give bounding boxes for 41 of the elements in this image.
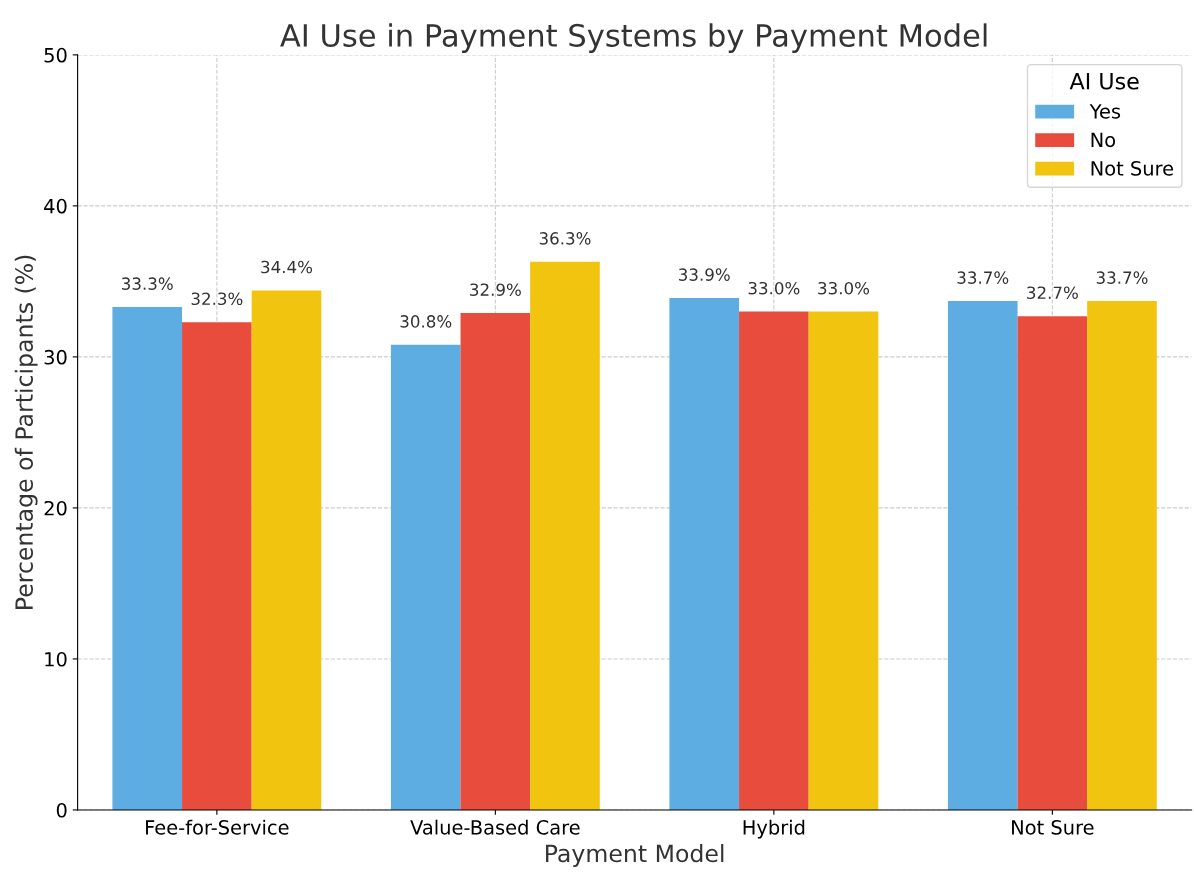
bar [390,344,461,810]
bar [1087,301,1157,810]
data-label: 33.7% [1096,271,1148,284]
bar [530,261,600,810]
x-tick-label: Value-Based Care [410,819,580,835]
x-tick-label: Not Sure [1012,820,1094,835]
bar [1017,316,1088,810]
y-tick-label: 20 [44,500,67,516]
bar [112,307,183,810]
x-tick-label: Fee-for-Service [146,819,289,835]
x-axis-title: Payment Model [546,844,724,867]
legend-label: No [1091,132,1116,148]
data-label: 32.3% [191,292,243,306]
data-label: 33.9% [679,268,730,281]
data-label: 33.0% [818,281,870,295]
data-label: 30.8% [400,315,452,328]
data-label: 34.4% [261,260,313,274]
x-tick-label: Hybrid [743,819,805,839]
data-label: 32.9% [470,283,521,296]
bar [739,311,809,810]
bar [669,298,740,810]
bar [182,322,252,810]
data-label: 33.7% [957,271,1009,284]
y-axis-title: Percentage of Participants (%) [14,255,38,609]
data-label: 32.7% [1027,286,1078,300]
y-tick-label: 0 [56,802,67,818]
y-tick-label: 30 [44,349,67,365]
y-tick-label: 50 [44,47,67,63]
bar [251,290,322,810]
data-label: 33.0% [748,281,800,295]
data-label: 36.3% [539,232,591,245]
bar [947,301,1018,810]
chart-title: AI Use in Payment Systems by Payment Model [280,23,987,53]
legend-label: Not Sure [1091,161,1174,176]
data-label: 33.3% [122,277,173,290]
bar [460,313,531,810]
y-tick-label: 40 [44,198,67,214]
bar [808,311,879,810]
legend-label: Yes [1089,104,1121,119]
y-tick-label: 10 [45,651,67,667]
legend-title: AI Use [1069,73,1139,90]
